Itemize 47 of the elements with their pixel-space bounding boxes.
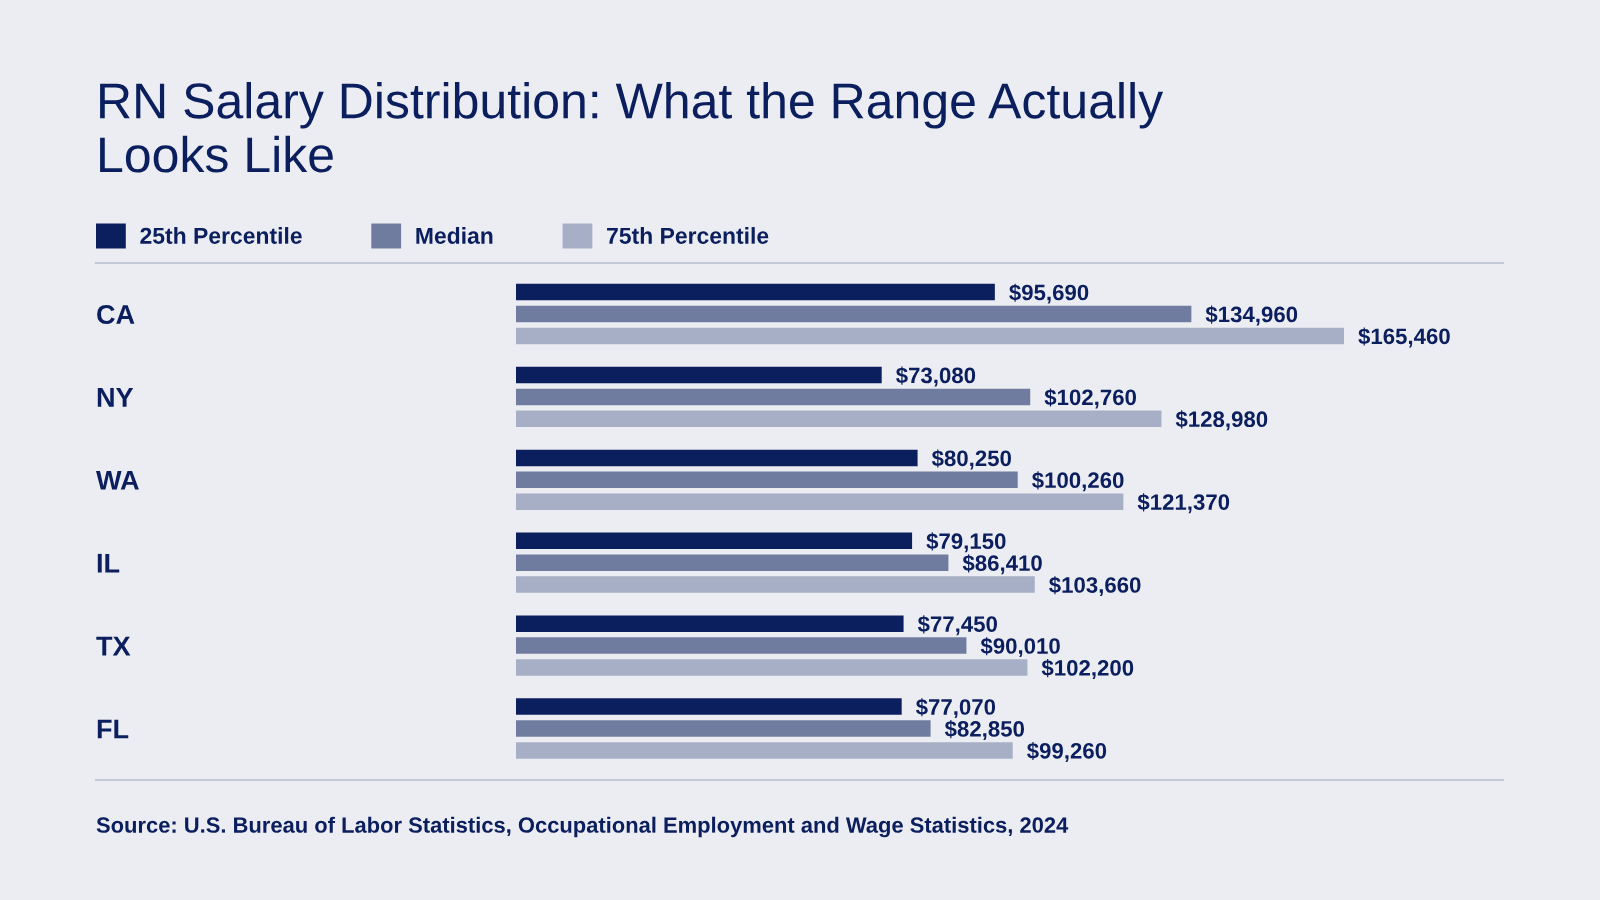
bar xyxy=(516,283,995,301)
data-label: $95,690 xyxy=(1009,283,1089,304)
bar xyxy=(516,449,918,467)
y-tick-label: FL xyxy=(97,719,129,739)
bar xyxy=(516,576,1035,593)
data-label: $82,850 xyxy=(944,720,1025,740)
data-label: $165,460 xyxy=(1358,327,1450,348)
bar xyxy=(516,698,902,715)
bar xyxy=(516,410,1162,428)
bar xyxy=(516,493,1124,510)
bar xyxy=(516,305,1192,323)
bar xyxy=(516,637,967,654)
data-label: $77,450 xyxy=(917,615,997,636)
data-label: $80,250 xyxy=(931,449,1012,470)
y-tick-label: NY xyxy=(97,388,134,407)
data-label: $73,080 xyxy=(896,366,976,387)
bar xyxy=(516,659,1028,676)
bar xyxy=(516,615,904,632)
source-note: Source: U.S. Bureau of Labor Statistics, Occupational Employment and Wage Statistics, 2024 xyxy=(96,816,1069,838)
data-label: $100,260 xyxy=(1032,471,1124,492)
y-tick-label: WA xyxy=(96,470,139,490)
chart-title: RN Salary Distribution: What the Range Actually Looks Like xyxy=(100,82,1164,173)
bar xyxy=(516,532,913,550)
data-label: $102,760 xyxy=(1044,388,1137,409)
bar xyxy=(516,471,1018,489)
legend-label: 75th Percentile xyxy=(607,227,769,244)
bar xyxy=(516,742,1013,759)
bar xyxy=(516,366,882,384)
legend-label: 25th Percentile xyxy=(140,227,302,244)
data-label: $79,150 xyxy=(926,532,1006,553)
data-label: $90,010 xyxy=(980,637,1060,658)
data-label: $134,960 xyxy=(1205,305,1298,326)
legend-label: Median xyxy=(416,227,493,244)
y-tick-label: IL xyxy=(97,553,120,573)
data-label: $103,660 xyxy=(1049,576,1141,597)
data-label: $128,980 xyxy=(1175,410,1268,431)
data-label: $121,370 xyxy=(1137,493,1230,514)
data-label: $77,070 xyxy=(915,698,996,719)
y-tick-label: TX xyxy=(96,636,131,656)
data-label: $102,200 xyxy=(1041,659,1134,679)
data-label: $99,260 xyxy=(1027,741,1107,762)
bar xyxy=(516,554,949,571)
bar xyxy=(516,327,1344,345)
data-label: $86,410 xyxy=(962,554,1042,575)
bar xyxy=(516,388,1031,406)
bar xyxy=(516,720,931,737)
y-tick-label: CA xyxy=(97,304,135,325)
